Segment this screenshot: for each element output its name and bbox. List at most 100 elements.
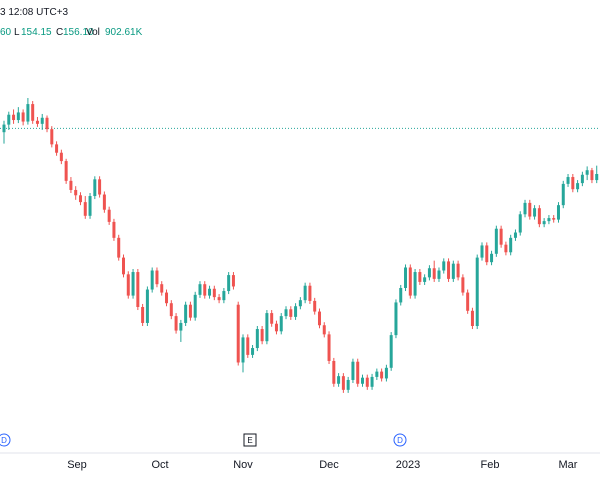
candle [112, 218, 116, 241]
candle [509, 234, 513, 256]
candle [571, 174, 575, 193]
candle [270, 310, 274, 327]
candle-body [442, 261, 446, 271]
candle-body [141, 307, 145, 323]
candle-body [155, 270, 159, 285]
candle [274, 320, 278, 335]
candle-body [131, 272, 135, 296]
candle-body [122, 257, 125, 275]
candle [7, 111, 11, 130]
candle-body [327, 334, 331, 361]
vol-value: 902.61K [105, 27, 143, 38]
candle [399, 284, 403, 306]
candle [451, 260, 455, 282]
candle-body [580, 174, 584, 184]
candle-body [308, 285, 312, 301]
candle [102, 191, 106, 213]
candle [117, 234, 121, 261]
candle [442, 258, 446, 274]
candle [83, 196, 87, 219]
candle-body [485, 245, 489, 263]
candle [499, 225, 503, 248]
candle [298, 297, 302, 310]
candle-body [274, 323, 278, 332]
candle [150, 267, 154, 293]
candle [404, 264, 408, 292]
candle [260, 326, 264, 345]
candle-body [107, 209, 111, 222]
candle [184, 301, 188, 326]
candle-body [50, 129, 54, 145]
open-value-partial: 60 [0, 27, 12, 38]
dividend-marker[interactable]: D [0, 433, 11, 447]
candle [365, 374, 369, 390]
candle-body [585, 170, 589, 175]
earnings-marker[interactable]: E [243, 433, 257, 447]
ohlc-legend: 60 L 154.15 C 156.10 Vol 902.61K [0, 27, 143, 38]
candle-body [423, 277, 427, 282]
candle-body [509, 237, 513, 253]
candle-body [198, 284, 202, 295]
candle [160, 281, 164, 296]
candle [21, 109, 25, 126]
candle-body [193, 294, 197, 318]
candle-body [298, 300, 302, 307]
candle-body [571, 177, 575, 190]
candle-body [217, 297, 221, 301]
close-label: C [56, 27, 63, 38]
candle-body [447, 261, 451, 279]
candle-body [518, 214, 522, 233]
candle [595, 165, 599, 184]
candle [513, 229, 517, 241]
candle-body [59, 152, 63, 162]
candle [50, 126, 54, 148]
dividend-marker[interactable]: D [393, 433, 407, 447]
candle-body [145, 289, 149, 323]
candle-body [45, 117, 49, 130]
x-tick-label: Dec [319, 459, 339, 471]
candle [566, 174, 570, 187]
candle [55, 141, 59, 156]
candle [284, 306, 288, 320]
candle-body [356, 361, 360, 384]
candle [585, 166, 589, 181]
candle-body [389, 335, 393, 368]
candle [12, 109, 16, 124]
candle-body [227, 275, 231, 292]
candle-body [169, 303, 173, 317]
candle-body [93, 179, 97, 197]
candle-body [461, 277, 465, 293]
x-tick-label: Feb [481, 459, 500, 471]
candle-body [351, 361, 355, 380]
candle [351, 358, 355, 383]
candle-body [174, 316, 178, 331]
candle-body [427, 268, 431, 278]
candle [361, 374, 364, 387]
candle-body [188, 304, 192, 318]
candle [437, 267, 441, 282]
candle [35, 117, 39, 127]
candle-body [246, 337, 250, 355]
candle [126, 271, 130, 299]
x-axis-labels: Sep Oct Nov Dec 2023 Feb Mar [67, 459, 578, 471]
candle [255, 326, 259, 352]
candle-body [236, 304, 240, 363]
x-tick-label: Mar [559, 459, 578, 471]
candle [547, 215, 551, 225]
candle [241, 334, 245, 373]
candle-body [64, 161, 68, 181]
candle-body [313, 300, 317, 312]
candle-body [150, 270, 154, 290]
candle [145, 286, 149, 326]
candle [346, 376, 350, 393]
candle-body [370, 376, 374, 387]
candle [64, 158, 68, 184]
candle-body [112, 221, 116, 238]
candle [289, 306, 293, 320]
candle-body [466, 292, 470, 311]
candle-body [7, 114, 11, 125]
candle-body [260, 329, 264, 342]
candle-body [126, 274, 130, 296]
timestamp: 3 12:08 UTC+3 [0, 7, 69, 18]
